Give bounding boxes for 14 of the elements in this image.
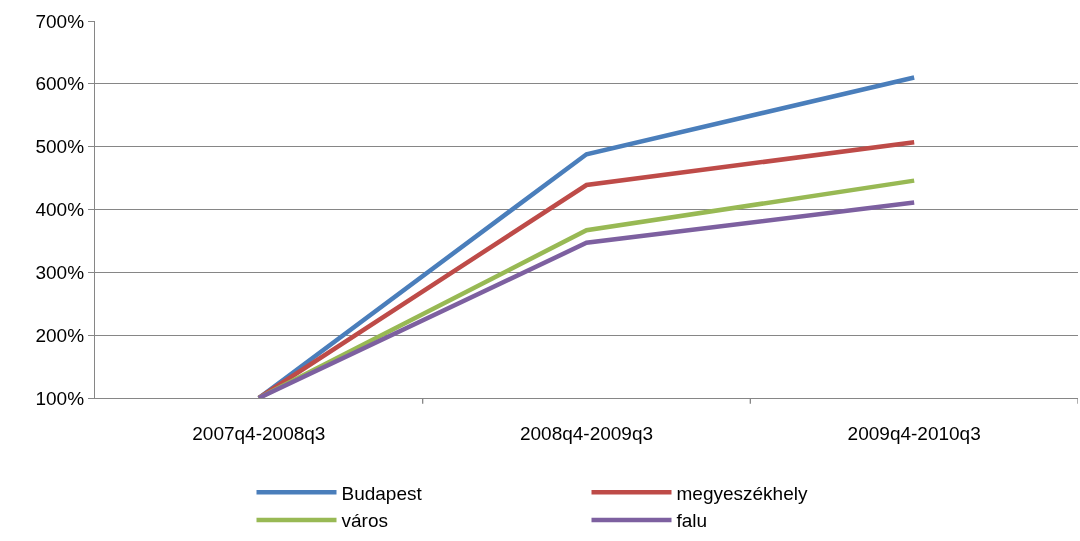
legend-label: Budapest: [341, 482, 423, 504]
legend-label: megyeszékhely: [676, 482, 808, 504]
y-tick-label: 200%: [35, 324, 85, 346]
y-tick-label: 400%: [35, 199, 85, 221]
x-tick-label: 2009q4-2010q3: [847, 422, 981, 444]
y-tick-label: 600%: [35, 73, 85, 95]
x-tick-label: 2008q4-2009q3: [519, 422, 654, 444]
x-tick-label: 2007q4-2008q3: [192, 422, 326, 444]
y-tick-label: 100%: [35, 387, 85, 409]
legend-label: falu: [676, 510, 708, 532]
y-tick-label: 700%: [35, 10, 85, 32]
y-tick-label: 500%: [35, 136, 85, 158]
y-tick-label: 300%: [35, 261, 85, 283]
legend-label: város: [341, 510, 388, 532]
